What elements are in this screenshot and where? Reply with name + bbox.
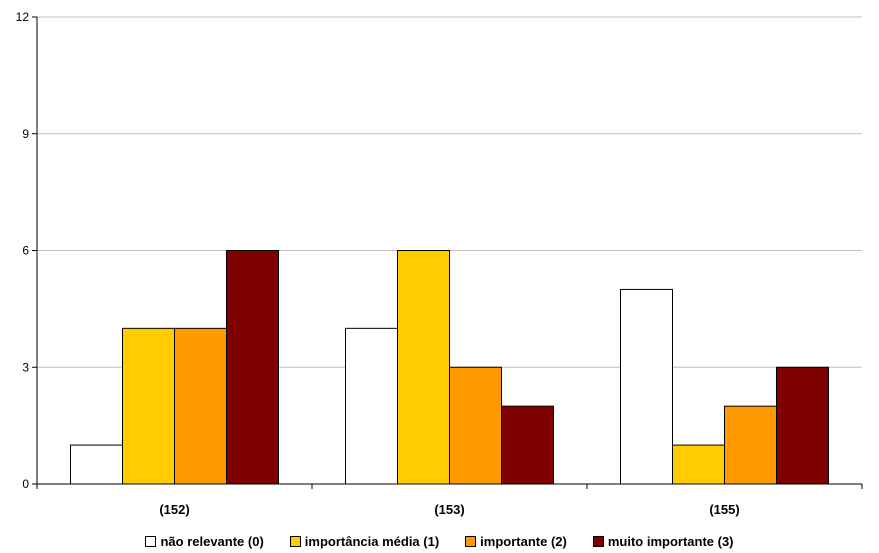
legend-label: não relevante (0) xyxy=(160,533,264,549)
bar xyxy=(70,444,123,485)
x-category-label: (153) xyxy=(434,502,464,517)
x-category-label: (155) xyxy=(709,502,739,517)
y-tick-label: 0 xyxy=(22,477,29,491)
bar-chart: 0 3 6 9 12 (152) (153) (155) xyxy=(16,10,863,517)
bar xyxy=(501,405,554,485)
x-category-label: (152) xyxy=(159,502,189,517)
bar xyxy=(174,327,227,485)
bar xyxy=(449,366,502,485)
bar xyxy=(620,288,673,485)
legend-swatch xyxy=(465,535,477,547)
legend-item: importância média (1) xyxy=(289,533,440,549)
legend-label: importante (2) xyxy=(480,533,567,549)
legend-item: não relevante (0) xyxy=(145,533,264,549)
bar xyxy=(345,327,398,485)
legend: não relevante (0) importância média (1) im… xyxy=(0,532,879,550)
legend-item: muito importante (3) xyxy=(592,533,734,549)
y-tick-label: 3 xyxy=(22,360,29,374)
legend-swatch xyxy=(145,535,157,547)
axis-labels: 0 3 6 9 12 (152) (153) (155) xyxy=(16,10,740,517)
y-tick-label: 12 xyxy=(16,10,30,24)
legend-label: muito importante (3) xyxy=(607,533,734,549)
y-tick-label: 6 xyxy=(22,244,29,258)
bars xyxy=(70,250,829,485)
axes xyxy=(32,16,863,489)
legend-label: importância média (1) xyxy=(304,533,440,549)
bar xyxy=(397,250,450,485)
bar xyxy=(226,250,279,485)
legend-swatch xyxy=(289,535,301,547)
legend-item: importante (2) xyxy=(465,534,567,549)
bar xyxy=(724,405,777,485)
bar xyxy=(776,366,829,485)
legend-swatch xyxy=(592,535,604,547)
bar xyxy=(122,327,175,485)
bar xyxy=(672,444,725,485)
y-tick-label: 9 xyxy=(22,127,29,141)
